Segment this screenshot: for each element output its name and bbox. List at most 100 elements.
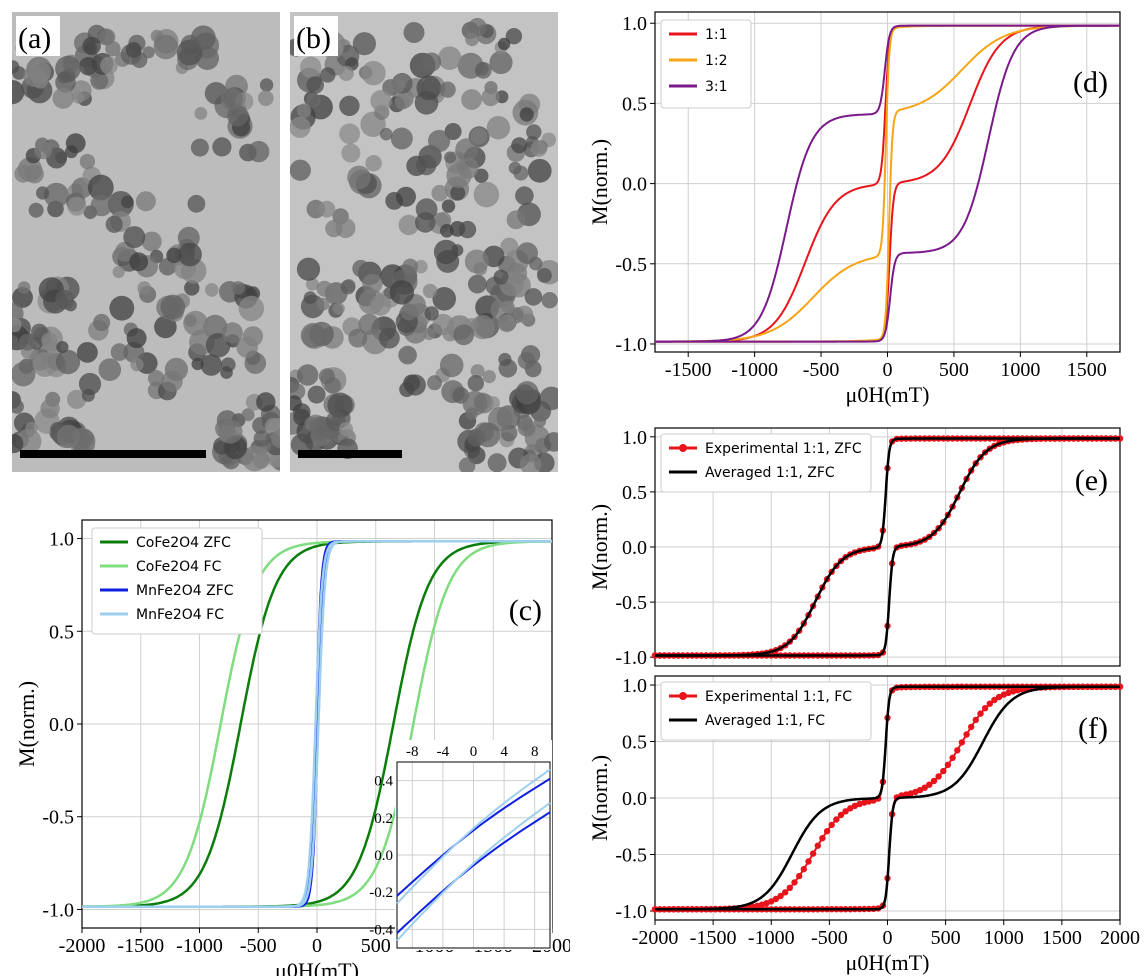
panel-label: (e) <box>1075 464 1108 497</box>
tem-particle <box>253 430 270 447</box>
experimental-point <box>977 710 984 717</box>
experimental-point <box>772 895 780 903</box>
tem-particle <box>539 386 558 411</box>
tem-particle <box>141 231 162 252</box>
tem-particle <box>55 349 81 375</box>
experimental-point <box>809 850 817 857</box>
tem-particle <box>515 381 539 405</box>
x-axis-title: μ0H(mT) <box>846 950 930 975</box>
tem-particle <box>464 249 489 274</box>
tem-particle <box>482 370 496 384</box>
experimental-point <box>930 777 938 785</box>
tem-particle <box>544 432 558 452</box>
tem-particle <box>153 34 179 60</box>
experimental-point <box>782 889 789 896</box>
experimental-point <box>842 808 849 815</box>
tem-particle <box>56 424 81 449</box>
tem-particle <box>390 78 405 94</box>
tem-particle <box>435 211 452 228</box>
experimental-point <box>995 693 1003 701</box>
tem-particle <box>501 300 515 314</box>
y-tick-label: 0.5 <box>49 621 74 643</box>
panel-label-a-bg <box>16 16 60 56</box>
tem-particle <box>416 154 437 176</box>
y-tick-label: -0.5 <box>615 844 647 866</box>
tem-particle <box>519 107 534 122</box>
x-tick-label: 1000 <box>1000 359 1040 381</box>
tem-particle <box>241 408 255 422</box>
tem-particle <box>340 279 356 295</box>
tem-image-a: (a) <box>12 12 280 472</box>
tem-particle <box>306 92 321 108</box>
y-tick-label: 0.0 <box>622 537 647 559</box>
tem-particle <box>300 56 322 78</box>
tem-particle <box>497 37 511 51</box>
tem-image-a-svg: (a) <box>12 12 280 472</box>
tem-particle <box>341 143 361 163</box>
tem-particle <box>505 28 523 45</box>
y-axis-title: M(norm.) <box>587 504 612 590</box>
experimental-point <box>954 747 961 754</box>
tem-particle <box>306 277 319 291</box>
tem-particle <box>489 50 513 75</box>
tem-particle <box>362 273 383 295</box>
x-tick-label: -500 <box>240 935 277 957</box>
tem-particle <box>87 174 114 201</box>
tem-particle <box>105 215 123 233</box>
panel-label-b: (b) <box>296 22 331 55</box>
tem-particle <box>135 191 156 212</box>
tem-particle <box>338 65 354 81</box>
y-axis-title: M(norm.) <box>587 139 612 225</box>
tem-particle <box>369 294 391 316</box>
tem-particle <box>339 123 360 145</box>
y-tick-label: -1.0 <box>615 647 647 669</box>
tem-particle <box>34 141 53 160</box>
inset-series-line <box>396 777 551 897</box>
tem-particle <box>379 127 393 141</box>
tem-particle <box>290 116 311 138</box>
x-tick-label: -1000 <box>748 927 795 949</box>
tem-particle <box>432 287 456 311</box>
tem-particle <box>517 352 535 370</box>
experimental-point <box>819 835 826 842</box>
tem-particle <box>433 239 459 265</box>
experimental-point <box>958 739 966 746</box>
tem-particle <box>184 314 197 327</box>
legend-box <box>660 681 872 741</box>
tem-particle <box>187 194 206 213</box>
tem-particle <box>177 226 200 249</box>
tem-particle <box>12 362 36 387</box>
tem-particle <box>348 328 368 348</box>
tem-particle <box>126 328 147 349</box>
tem-particle <box>52 87 74 109</box>
tem-particle <box>524 425 550 451</box>
tem-particle <box>220 87 243 111</box>
tem-particle <box>12 317 22 333</box>
tem-particle <box>404 374 426 396</box>
experimental-point <box>791 879 798 886</box>
tem-particle <box>473 181 500 208</box>
tem-particle <box>178 242 202 267</box>
tem-particle <box>78 372 102 396</box>
tem-particle <box>123 226 146 249</box>
series-line <box>655 685 1120 911</box>
legend-entry: Averaged 1:1, ZFC <box>705 465 835 481</box>
legend-entry: MnFe2O4 ZFC <box>136 583 234 599</box>
tem-particle <box>125 42 142 58</box>
tem-particle <box>12 399 24 414</box>
tem-particle <box>318 200 336 218</box>
tem-particle <box>93 313 111 332</box>
tem-particle <box>530 140 548 157</box>
tem-particle <box>465 32 479 47</box>
y-tick-label: 1.0 <box>49 529 74 551</box>
tem-particle <box>252 417 269 434</box>
tem-image-b: (b) <box>290 12 558 472</box>
tem-particle <box>402 258 419 275</box>
tem-particle <box>506 210 526 230</box>
x-tick-label: 1500 <box>1042 927 1082 949</box>
tem-particle <box>444 151 457 164</box>
series-group <box>651 435 1124 659</box>
experimental-point <box>935 773 942 780</box>
tem-particle <box>358 313 380 336</box>
